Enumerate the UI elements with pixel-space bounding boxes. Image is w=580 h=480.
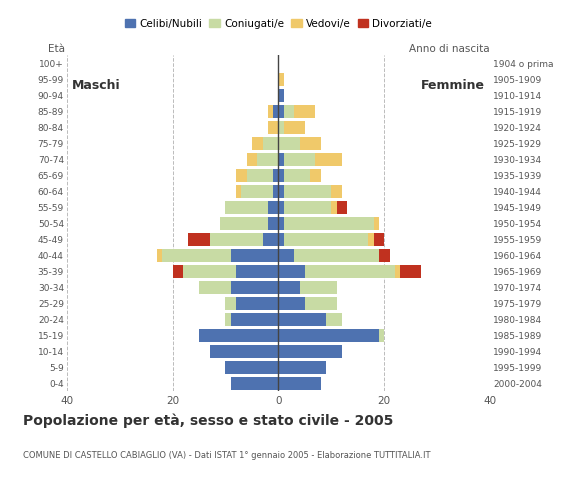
Bar bbox=[278, 153, 284, 166]
Bar bbox=[278, 201, 284, 214]
Bar bbox=[379, 329, 384, 342]
Bar bbox=[294, 105, 316, 118]
Bar bbox=[273, 168, 278, 182]
Text: Anno di nascita: Anno di nascita bbox=[409, 44, 490, 54]
Bar bbox=[263, 233, 278, 246]
Text: COMUNE DI CASTELLO CABIAGLIO (VA) - Dati ISTAT 1° gennaio 2005 - Elaborazione TU: COMUNE DI CASTELLO CABIAGLIO (VA) - Dati… bbox=[23, 451, 431, 460]
Bar bbox=[231, 377, 278, 390]
Bar bbox=[278, 137, 299, 150]
Bar bbox=[331, 201, 336, 214]
Bar bbox=[278, 185, 284, 198]
Bar bbox=[336, 201, 347, 214]
Bar bbox=[162, 249, 231, 262]
Bar bbox=[236, 264, 278, 278]
Bar bbox=[209, 345, 278, 358]
Bar bbox=[209, 233, 263, 246]
Bar bbox=[188, 233, 209, 246]
Bar bbox=[241, 185, 273, 198]
Bar bbox=[284, 233, 368, 246]
Bar bbox=[368, 233, 374, 246]
Bar bbox=[395, 264, 400, 278]
Bar bbox=[268, 105, 273, 118]
Bar bbox=[226, 360, 278, 374]
Bar bbox=[284, 168, 310, 182]
Bar bbox=[284, 201, 331, 214]
Bar bbox=[400, 264, 421, 278]
Legend: Celibi/Nubili, Coniugati/e, Vedovi/e, Divorziati/e: Celibi/Nubili, Coniugati/e, Vedovi/e, Di… bbox=[122, 17, 434, 31]
Bar bbox=[284, 153, 316, 166]
Bar bbox=[278, 120, 284, 134]
Bar bbox=[278, 168, 284, 182]
Bar bbox=[278, 233, 284, 246]
Bar bbox=[226, 201, 268, 214]
Bar bbox=[305, 264, 395, 278]
Bar bbox=[231, 281, 278, 294]
Bar bbox=[199, 281, 231, 294]
Bar bbox=[273, 185, 278, 198]
Bar bbox=[278, 312, 326, 326]
Bar bbox=[299, 137, 321, 150]
Bar bbox=[294, 249, 379, 262]
Bar bbox=[326, 312, 342, 326]
Bar bbox=[268, 201, 278, 214]
Bar bbox=[278, 297, 305, 310]
Bar bbox=[236, 168, 246, 182]
Bar bbox=[305, 297, 336, 310]
Bar bbox=[246, 168, 273, 182]
Bar bbox=[231, 312, 278, 326]
Bar bbox=[379, 249, 390, 262]
Bar bbox=[284, 216, 374, 230]
Bar bbox=[278, 249, 294, 262]
Bar bbox=[183, 264, 236, 278]
Bar bbox=[263, 137, 278, 150]
Bar bbox=[273, 105, 278, 118]
Bar bbox=[299, 281, 336, 294]
Bar bbox=[374, 216, 379, 230]
Bar bbox=[268, 216, 278, 230]
Text: Femmine: Femmine bbox=[421, 79, 485, 92]
Bar bbox=[257, 153, 278, 166]
Bar bbox=[284, 120, 305, 134]
Bar bbox=[278, 105, 284, 118]
Bar bbox=[268, 120, 278, 134]
Bar bbox=[331, 185, 342, 198]
Bar bbox=[226, 312, 231, 326]
Bar bbox=[374, 233, 384, 246]
Bar bbox=[226, 297, 236, 310]
Bar bbox=[278, 72, 284, 86]
Text: Età: Età bbox=[48, 44, 65, 54]
Bar bbox=[246, 153, 257, 166]
Bar bbox=[236, 297, 278, 310]
Bar bbox=[157, 249, 162, 262]
Bar bbox=[278, 89, 284, 102]
Bar bbox=[278, 360, 326, 374]
Bar bbox=[284, 185, 331, 198]
Text: Popolazione per età, sesso e stato civile - 2005: Popolazione per età, sesso e stato civil… bbox=[23, 413, 394, 428]
Bar bbox=[172, 264, 183, 278]
Bar bbox=[231, 249, 278, 262]
Bar bbox=[278, 216, 284, 230]
Bar bbox=[236, 185, 241, 198]
Bar bbox=[278, 281, 299, 294]
Text: Maschi: Maschi bbox=[72, 79, 121, 92]
Bar bbox=[278, 329, 379, 342]
Bar bbox=[199, 329, 278, 342]
Bar bbox=[278, 345, 342, 358]
Bar bbox=[278, 377, 321, 390]
Bar bbox=[278, 264, 305, 278]
Bar bbox=[316, 153, 342, 166]
Bar bbox=[310, 168, 321, 182]
Bar bbox=[252, 137, 263, 150]
Bar bbox=[220, 216, 268, 230]
Bar bbox=[284, 105, 294, 118]
